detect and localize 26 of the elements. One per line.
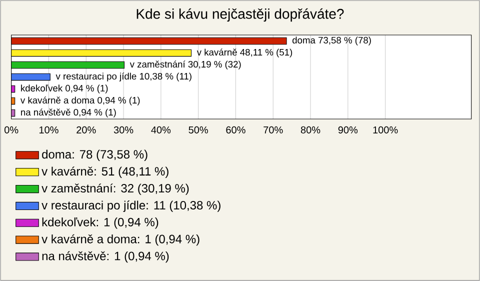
x-tick-label: 90% [338, 126, 358, 134]
legend-label: kdekoľvek: 1 (0,94 %) [42, 218, 158, 229]
x-tick-label: 0% [4, 126, 18, 134]
data-label: v kavárně a doma 0,94 % (1) [20, 96, 140, 106]
data-label: doma 73,58 % (78) [292, 36, 371, 46]
legend-label: v kavárně a doma: 1 (0,94 %) [42, 234, 200, 246]
x-tick-label: 80% [300, 126, 320, 134]
x-tick-label: 10% [39, 126, 58, 134]
x-tick-label: 70% [264, 126, 283, 134]
data-label: kdekoľvek 0,94 % (1) [21, 84, 108, 94]
x-tick-label: 40% [151, 126, 171, 134]
data-label: v zaměstnání 30,19 % (32) [130, 60, 241, 70]
x-tick-label: 100% [373, 126, 398, 134]
legend-label: v zaměstnání: 32 (30,19 %) [42, 184, 189, 195]
data-label: v kavárně 48,11 % (51) [196, 48, 292, 58]
chart-title: Kde si kávu nejčastěji dopřáváte? [136, 8, 344, 22]
data-label: na návštěvě 0,94 % (1) [21, 108, 116, 118]
legend-label: v kavárně: 51 (48,11 %) [42, 166, 168, 178]
legend-label: v restauraci po jídle: 11 (10,38 %) [42, 200, 220, 212]
x-tick-label: 20% [76, 126, 96, 134]
legend-label: doma: 78 (73,58 %) [42, 150, 148, 161]
x-tick-label: 30% [114, 126, 134, 134]
legend-label: na návštěvě: 1 (0,94 %) [42, 251, 169, 263]
x-tick-label: 50% [188, 126, 208, 134]
x-tick-label: 60% [226, 126, 246, 134]
data-label: v restauraci po jídle 10,38 % (11) [56, 72, 192, 82]
